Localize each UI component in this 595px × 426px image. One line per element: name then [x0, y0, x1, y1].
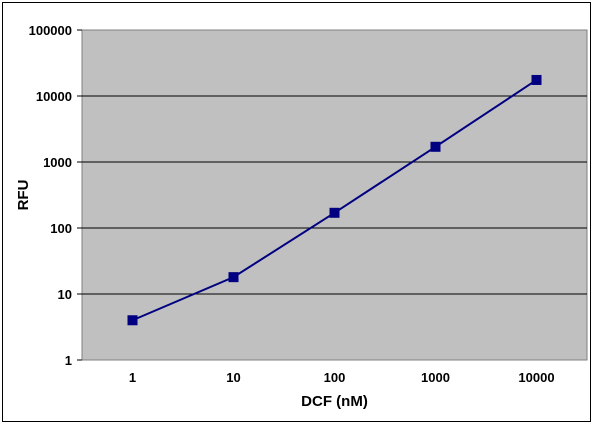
x-axis-ticks: 1 10 100 1000 10000: [129, 370, 555, 385]
data-point-marker: [430, 141, 441, 152]
data-point-marker: [531, 74, 542, 85]
x-tick-label: 10: [226, 370, 240, 385]
y-tick-label: 10000: [36, 89, 72, 104]
y-tick-label: 100: [50, 221, 72, 236]
gridlines: [82, 95, 587, 295]
data-point-marker: [228, 272, 239, 283]
x-tick-label: 100: [324, 370, 346, 385]
x-axis-title: DCF (nM): [301, 393, 368, 410]
x-tick-label: 1000: [421, 370, 450, 385]
y-tick-label: 10: [58, 287, 72, 302]
y-tick-label: 1000: [43, 155, 72, 170]
y-axis-ticks: 1 10 100 1000 10000 100000: [29, 23, 82, 368]
y-tick-label: 1: [65, 353, 72, 368]
data-point-marker: [329, 207, 340, 218]
series-group: [127, 74, 542, 326]
x-tick-label: 10000: [518, 370, 554, 385]
x-tick-label: 1: [129, 370, 136, 385]
data-point-marker: [127, 315, 138, 326]
y-tick-label: 100000: [29, 23, 72, 38]
y-axis-title: RFU: [15, 180, 32, 211]
